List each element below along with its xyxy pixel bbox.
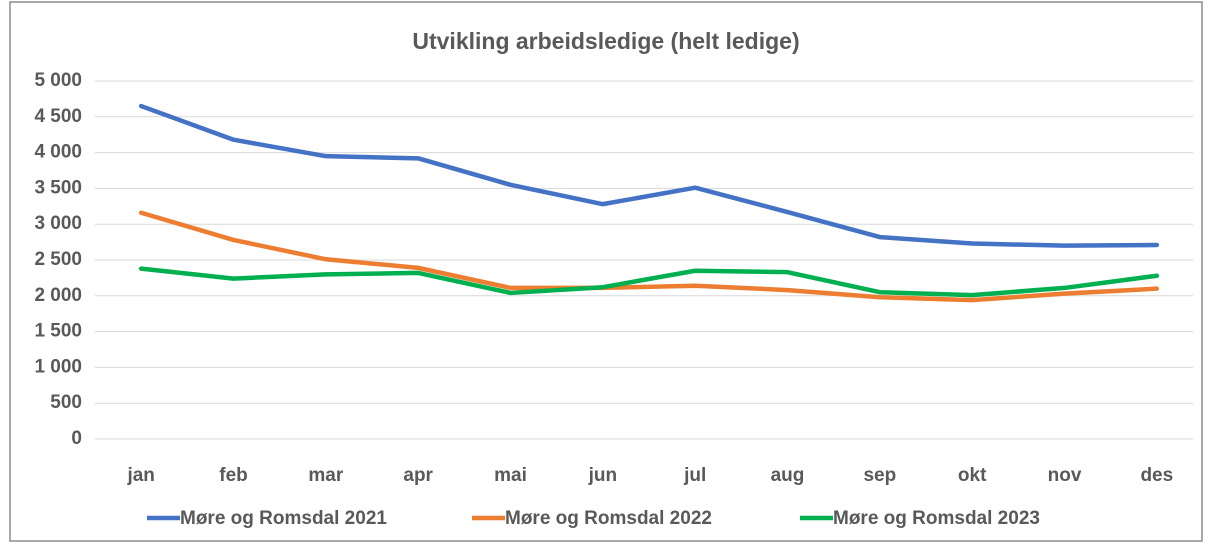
x-tick-label: des [1140, 465, 1173, 486]
y-tick-label: 4 500 [34, 106, 82, 127]
y-tick-label: 5 000 [34, 70, 82, 91]
y-tick-label: 0 [71, 428, 82, 449]
legend-label: Møre og Romsdal 2022 [505, 508, 712, 529]
x-tick-label: jul [683, 465, 706, 486]
line-series [138, 266, 1160, 298]
chart-title: Utvikling arbeidsledige (helt ledige) [412, 28, 799, 54]
x-tick-label: aug [771, 465, 805, 486]
x-tick-label: mai [494, 465, 527, 486]
y-tick-label: 3 000 [34, 213, 82, 234]
y-tick-label: 2 500 [34, 249, 82, 270]
x-tick-label: apr [403, 465, 433, 486]
line-series [138, 103, 1160, 248]
x-tick-label: mar [308, 465, 343, 486]
y-tick-label: 3 500 [34, 177, 82, 198]
chart-border [9, 1, 1203, 542]
y-tick-label: 500 [50, 392, 82, 413]
x-tick-label: jan [126, 465, 154, 486]
y-tick-label: 1 000 [34, 356, 82, 377]
x-tick-label: jun [588, 465, 618, 486]
legend-label: Møre og Romsdal 2021 [180, 508, 387, 529]
y-tick-label: 1 500 [34, 321, 82, 342]
x-tick-label: sep [863, 465, 896, 486]
x-tick-label: nov [1048, 465, 1082, 486]
y-tick-label: 4 000 [34, 142, 82, 163]
legend-label: Møre og Romsdal 2023 [833, 508, 1040, 529]
y-tick-label: 2 000 [34, 285, 82, 306]
x-tick-label: feb [219, 465, 248, 486]
line-series [138, 210, 1160, 303]
x-tick-label: okt [958, 465, 987, 486]
